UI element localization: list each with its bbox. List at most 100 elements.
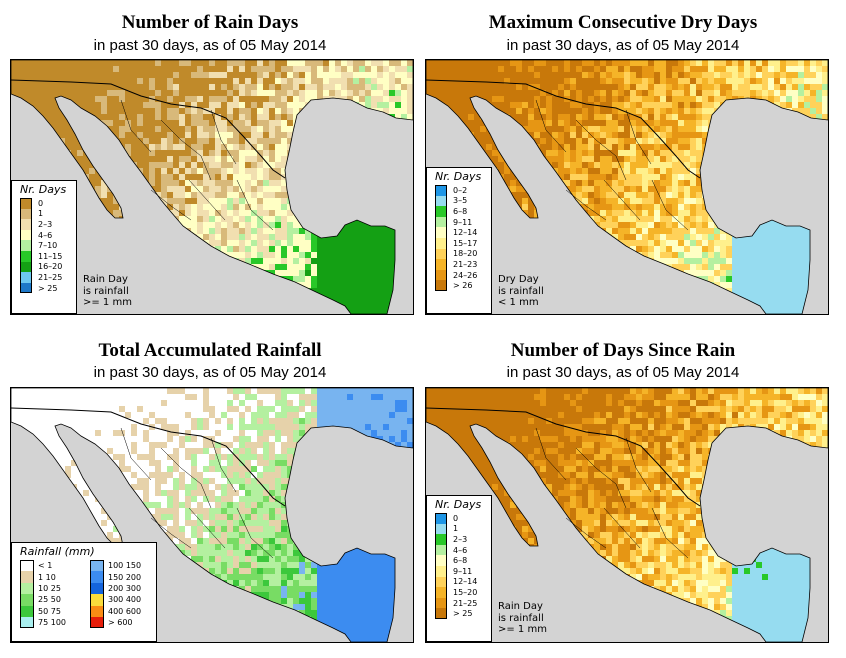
grid-cell: [239, 192, 245, 198]
grid-cell: [77, 180, 83, 186]
grid-cell: [504, 168, 510, 174]
grid-cell: [137, 228, 143, 234]
grid-cell: [600, 150, 606, 156]
grid-cell: [756, 114, 762, 120]
grid-cell: [552, 174, 558, 180]
grid-cell: [600, 108, 606, 114]
grid-cell: [251, 234, 257, 240]
grid-cell: [257, 72, 263, 78]
grid-cell: [167, 180, 173, 186]
grid-cell: [167, 114, 173, 120]
grid-cell: [131, 156, 137, 162]
grid-cell: [131, 84, 137, 90]
legend-swatch: [20, 208, 32, 220]
grid-cell: [305, 240, 311, 246]
grid-cell: [395, 150, 401, 156]
grid-cell: [221, 120, 227, 126]
grid-cell: [347, 276, 353, 282]
grid-cell: [125, 216, 131, 222]
grid-cell: [546, 126, 552, 132]
grid-cell: [618, 150, 624, 156]
grid-cell: [462, 132, 468, 138]
grid-cell: [600, 96, 606, 102]
grid-cell: [245, 168, 251, 174]
grid-cell: [341, 288, 347, 294]
grid-cell: [179, 192, 185, 198]
grid-cell: [401, 72, 407, 78]
grid-cell: [786, 150, 792, 156]
grid-cell: [678, 108, 684, 114]
grid-cell: [347, 264, 353, 270]
legend-label: 11–15: [38, 251, 63, 261]
grid-cell: [804, 78, 810, 84]
grid-cell: [275, 258, 281, 264]
grid-cell: [636, 72, 642, 78]
grid-cell: [107, 234, 113, 240]
grid-cell: [732, 156, 738, 162]
grid-cell: [173, 258, 179, 264]
grid-cell: [221, 138, 227, 144]
grid-cell: [239, 198, 245, 204]
grid-cell: [810, 114, 816, 120]
grid-cell: [275, 114, 281, 120]
grid-cell: [137, 78, 143, 84]
grid-cell: [347, 192, 353, 198]
grid-cell: [89, 264, 95, 270]
grid-cell: [618, 222, 624, 228]
grid-cell: [702, 132, 708, 138]
grid-cell: [125, 114, 131, 120]
grid-cell: [347, 252, 353, 258]
grid-cell: [77, 204, 83, 210]
grid-cell: [810, 126, 816, 132]
grid-cell: [762, 84, 768, 90]
grid-cell: [371, 270, 377, 276]
grid-cell: [600, 216, 606, 222]
grid-cell: [137, 312, 143, 314]
grid-cell: [281, 282, 287, 288]
grid-cell: [335, 312, 341, 314]
grid-cell: [173, 180, 179, 186]
grid-cell: [209, 120, 215, 126]
grid-cell: [816, 180, 822, 186]
grid-cell: [534, 120, 540, 126]
grid-cell: [600, 210, 606, 216]
grid-cell: [131, 72, 137, 78]
grid-cell: [191, 270, 197, 276]
grid-cell: [203, 156, 209, 162]
grid-cell: [714, 66, 720, 72]
grid-cell: [71, 120, 77, 126]
grid-cell: [221, 246, 227, 252]
grid-cell: [564, 228, 570, 234]
grid-cell: [618, 90, 624, 96]
grid-cell: [383, 240, 389, 246]
grid-cell: [726, 132, 732, 138]
grid-cell: [426, 102, 432, 108]
grid-cell: [768, 222, 774, 228]
grid-cell: [209, 66, 215, 72]
grid-cell: [227, 114, 233, 120]
grid-cell: [83, 198, 89, 204]
grid-cell: [47, 108, 53, 114]
grid-cell: [293, 228, 299, 234]
grid-cell: [359, 186, 365, 192]
grid-cell: [774, 198, 780, 204]
grid-cell: [732, 216, 738, 222]
grid-cell: [323, 282, 329, 288]
grid-cell: [161, 282, 167, 288]
grid-cell: [395, 252, 401, 258]
grid-cell: [546, 168, 552, 174]
grid-cell: [221, 204, 227, 210]
grid-cell: [365, 198, 371, 204]
grid-cell: [293, 276, 299, 282]
grid-cell: [287, 240, 293, 246]
grid-cell: [239, 168, 245, 174]
grid-cell: [426, 114, 432, 120]
grid-cell: [197, 168, 203, 174]
grid-cell: [660, 156, 666, 162]
grid-cell: [107, 156, 113, 162]
grid-cell: [786, 96, 792, 102]
grid-cell: [588, 114, 594, 120]
grid-cell: [720, 138, 726, 144]
grid-cell: [522, 84, 528, 90]
grid-cell: [636, 78, 642, 84]
